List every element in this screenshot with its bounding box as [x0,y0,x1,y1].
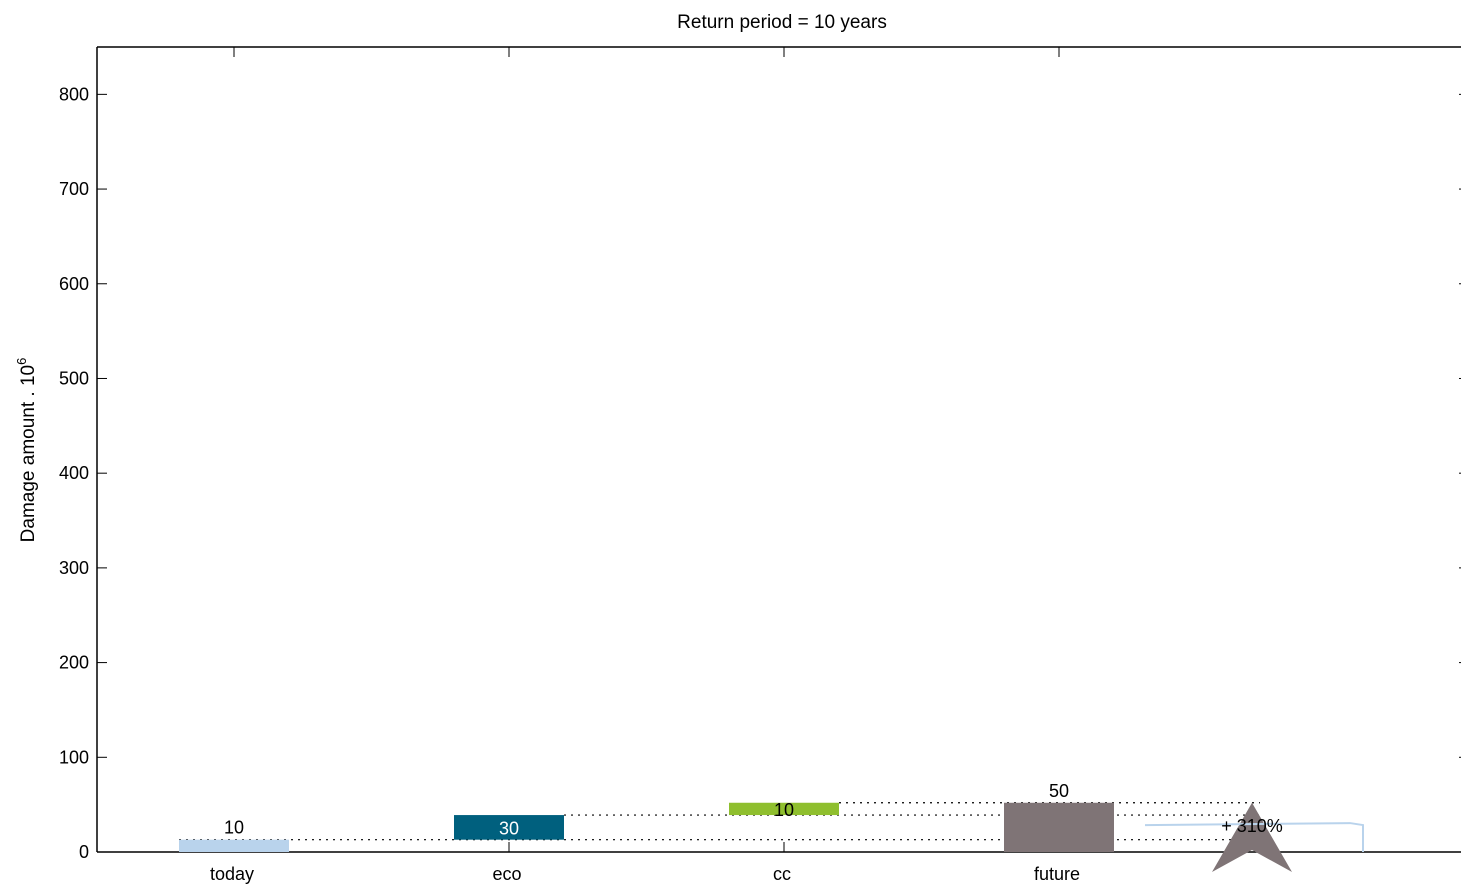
svg-text:Damage amount . 106: Damage amount . 106 [14,358,39,543]
y-tick-label: 300 [59,558,89,578]
x-tick-labels: today eco cc future [210,864,1080,884]
bars [179,802,1114,852]
bar-future [1004,802,1114,852]
data-labels: 10 30 10 50 [224,781,1069,839]
y-tick-labels: 0 100 200 300 400 500 600 700 800 [59,84,89,862]
data-label-eco: 30 [499,818,519,838]
change-annotation-text: + 310% [1221,816,1283,836]
chart-title: Return period = 10 years [677,12,887,33]
x-tick-label: cc [773,864,791,884]
axes [96,46,1461,853]
y-tick-label: 0 [79,842,89,862]
y-tick-label: 500 [59,368,89,388]
x-tick-label: eco [492,864,521,884]
data-label-future: 50 [1049,781,1069,801]
data-label-cc: 10 [774,800,794,820]
y-axis-label: Damage amount . 106 [14,358,39,543]
change-annotation: + 310% [1144,802,1364,872]
x-tick-label: today [210,864,254,884]
y-axis-label-text: Damage amount . 10 [18,365,39,542]
y-tick-label: 600 [59,274,89,294]
y-axis-label-exponent: 6 [14,358,29,365]
y-tick-label: 200 [59,653,89,673]
increase-arrow [1212,802,1292,872]
y-tick-label: 800 [59,84,89,104]
change-bracket [1144,822,1364,852]
bar-eco [454,815,564,840]
y-tick-label: 100 [59,747,89,767]
data-label-today: 10 [224,818,244,838]
y-tick-label: 400 [59,463,89,483]
bar-cc [729,802,839,816]
bar-today [179,839,289,852]
y-tick-label: 700 [59,179,89,199]
x-tick-label: future [1034,864,1080,884]
